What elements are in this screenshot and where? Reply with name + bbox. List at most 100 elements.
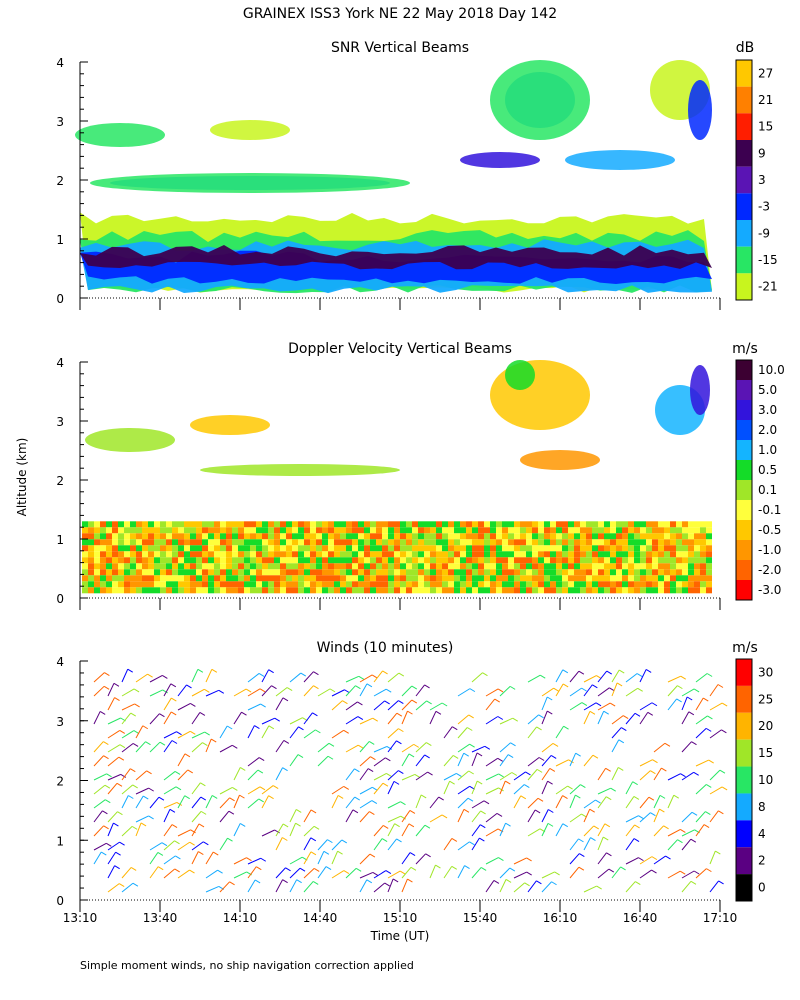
- wind-barb: [177, 829, 191, 837]
- wind-barb-flag: [661, 767, 667, 772]
- velocity-cell: [196, 551, 202, 558]
- colorbar-label: 15: [758, 120, 773, 134]
- x-tick-label: 15:10: [383, 911, 418, 925]
- wind-barb-flag: [328, 742, 335, 747]
- velocity-cell: [646, 581, 652, 588]
- velocity-cell: [262, 533, 268, 540]
- velocity-cell: [220, 587, 226, 594]
- wind-barb-flag: [198, 851, 204, 855]
- velocity-cell: [178, 539, 184, 546]
- wind-barb: [331, 700, 343, 711]
- wind-barb: [471, 837, 480, 851]
- wind-barb-flag: [300, 672, 307, 677]
- velocity-cell: [352, 539, 358, 546]
- velocity-cell: [406, 569, 412, 576]
- velocity-cell: [124, 557, 130, 564]
- velocity-cell: [328, 521, 334, 528]
- velocity-cell: [376, 557, 382, 564]
- velocity-cell: [454, 527, 460, 534]
- wind-barb-flag: [298, 726, 304, 731]
- wind-barb: [149, 866, 159, 879]
- wind-barb-flag: [142, 725, 149, 730]
- velocity-cell: [388, 521, 394, 528]
- velocity-cell: [226, 575, 232, 582]
- wind-barb: [303, 837, 312, 851]
- velocity-cell: [118, 539, 124, 546]
- wind-barb-flag: [677, 685, 683, 690]
- wind-barb-flag: [158, 796, 165, 801]
- wind-barb: [527, 674, 541, 683]
- velocity-cell: [568, 557, 574, 564]
- velocity-cell: [412, 545, 418, 552]
- wind-barb-flag: [104, 784, 111, 789]
- wind-barb: [107, 756, 120, 767]
- velocity-cell: [520, 521, 526, 528]
- wind-barb-flag: [451, 865, 458, 870]
- wind-barb-flag: [424, 824, 431, 829]
- velocity-cell: [238, 533, 244, 540]
- velocity-cell: [154, 533, 160, 540]
- wind-barb-flag: [239, 794, 245, 799]
- velocity-cell: [418, 545, 424, 552]
- velocity-cell: [364, 563, 370, 570]
- velocity-cell: [244, 581, 250, 588]
- velocity-cell: [322, 539, 328, 546]
- velocity-cell: [394, 533, 400, 540]
- velocity-cell: [256, 587, 262, 594]
- wind-barb: [107, 717, 121, 725]
- wind-barb-flag: [258, 798, 264, 803]
- velocity-cell: [448, 569, 454, 576]
- velocity-cell: [460, 539, 466, 546]
- wind-barb: [569, 784, 581, 795]
- wind-barb-flag: [157, 852, 164, 856]
- colorbar-swatch: [736, 140, 752, 167]
- colorbar-swatch: [736, 793, 752, 821]
- velocity-cell: [442, 581, 448, 588]
- velocity-cell: [478, 569, 484, 576]
- velocity-cell: [520, 581, 526, 588]
- velocity-cell: [370, 527, 376, 534]
- velocity-cell: [592, 569, 598, 576]
- velocity-cell: [436, 533, 442, 540]
- velocity-cell: [178, 563, 184, 570]
- wind-barb: [639, 856, 653, 865]
- velocity-cell: [508, 551, 514, 558]
- velocity-cell: [520, 587, 526, 594]
- wind-barb: [387, 801, 401, 809]
- velocity-cell: [676, 557, 682, 564]
- wind-barb-flag: [638, 857, 644, 862]
- velocity-cell: [472, 581, 478, 588]
- velocity-cell: [148, 563, 154, 570]
- velocity-cell: [124, 539, 130, 546]
- wind-barb-flag: [409, 852, 416, 856]
- wind-barb-flag: [103, 825, 109, 830]
- velocity-cell: [118, 521, 124, 528]
- velocity-cell: [526, 581, 532, 588]
- velocity-cell: [658, 527, 664, 534]
- wind-barb-flag: [198, 823, 205, 828]
- colorbar-swatch: [736, 874, 752, 901]
- velocity-cell: [676, 575, 682, 582]
- velocity-cell: [598, 533, 604, 540]
- wind-barb-flag: [355, 867, 362, 872]
- wind-barb: [107, 782, 118, 795]
- velocity-cell: [616, 539, 622, 546]
- velocity-cell: [490, 521, 496, 528]
- wind-barb-flag: [260, 703, 266, 708]
- velocity-cell: [244, 587, 250, 594]
- velocity-cell: [424, 575, 430, 582]
- wind-barb-flag: [679, 870, 686, 875]
- velocity-cell: [700, 587, 706, 594]
- wind-barb-flag: [581, 687, 587, 692]
- velocity-cell: [184, 533, 190, 540]
- velocity-cell: [136, 581, 142, 588]
- velocity-cell: [658, 581, 664, 588]
- colorbar-unit: m/s: [732, 640, 758, 656]
- wind-barb-flag: [200, 796, 207, 801]
- wind-barb-flag: [659, 808, 665, 813]
- velocity-cell: [628, 587, 634, 594]
- velocity-cell: [676, 527, 682, 534]
- velocity-cell: [94, 581, 100, 588]
- colorbar-swatch: [736, 420, 752, 440]
